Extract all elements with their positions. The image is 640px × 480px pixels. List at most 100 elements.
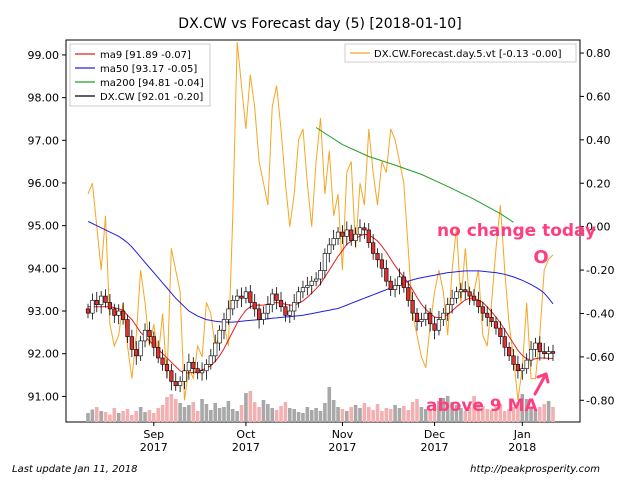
candle-body — [476, 300, 481, 308]
x-axis-year-label: 2017 — [232, 441, 260, 454]
left-axis-label: 96.00 — [28, 177, 60, 190]
candle-body — [296, 291, 301, 303]
right-axis-label: -0.80 — [586, 394, 614, 407]
candle-body — [507, 347, 512, 357]
candle-body — [318, 270, 323, 280]
candle-body — [173, 381, 178, 387]
volume-bar — [209, 410, 213, 422]
volume-bar — [248, 391, 253, 422]
volume-bar — [450, 402, 454, 422]
volume-bar — [340, 409, 345, 422]
legend-label-ma50: ma50 [93.17 -0.05] — [100, 64, 197, 75]
volume-bar — [165, 397, 169, 422]
chart-title: DX.CW vs Forecast day (5) [2018-01-10] — [178, 16, 461, 32]
x-axis-month-label: Oct — [236, 428, 256, 441]
candle-body — [371, 242, 376, 254]
x-axis-year-label: 2018 — [508, 441, 536, 454]
volume-bar — [371, 410, 375, 422]
candle-body — [520, 368, 525, 372]
volume-bar — [138, 407, 143, 422]
volume-bar — [116, 413, 121, 422]
candle-body — [142, 329, 148, 342]
series-line-ma50 — [87, 220, 554, 323]
volume-bar — [309, 410, 314, 422]
candle-body — [230, 300, 235, 310]
volume-bar — [257, 407, 261, 422]
candle-body — [305, 285, 310, 288]
x-axis-month-label: Jan — [513, 428, 531, 441]
candle-body — [524, 359, 529, 369]
volume-bar — [388, 409, 393, 422]
candle-body — [292, 302, 297, 312]
candle-body — [256, 308, 262, 320]
right-axis-label: 0.20 — [586, 177, 611, 190]
candle-body — [384, 268, 389, 282]
candle-body — [94, 300, 99, 305]
candle-body — [103, 295, 108, 303]
x-axis-month-label: Sep — [143, 428, 164, 441]
volume-bar — [375, 404, 380, 422]
candle-body — [138, 340, 143, 357]
candle-body — [309, 280, 314, 286]
volume-bar — [546, 401, 551, 422]
annotation-no-change: no change today — [437, 221, 596, 241]
candle-body — [129, 336, 134, 350]
candle-body — [208, 355, 213, 365]
volume-bar — [134, 411, 139, 422]
candle-body — [502, 336, 507, 348]
candle-body — [134, 349, 139, 357]
volume-bar — [173, 399, 178, 422]
candle-body — [515, 364, 521, 372]
candle-body — [397, 276, 402, 286]
volume-bar — [406, 410, 411, 422]
annotation-above-ma: above 9 MA — [426, 396, 539, 416]
volume-bar — [244, 393, 248, 422]
right-axis-label: -0.40 — [586, 307, 614, 320]
legend-label-forecast: DX.CW.Forecast.day.5.vt [-0.13 -0.00] — [374, 49, 562, 60]
candle-body — [235, 295, 240, 301]
left-axis-label: 99.00 — [28, 49, 60, 62]
right-axis-label: 0.80 — [586, 47, 611, 60]
candle-body — [164, 364, 170, 372]
volume-bar — [187, 405, 191, 422]
volume-bar — [252, 402, 257, 422]
candle-body — [401, 276, 406, 288]
volume-bar — [226, 401, 231, 422]
volume-bar — [305, 407, 310, 422]
candle-body — [331, 238, 336, 246]
candle-body — [287, 310, 292, 316]
volume-bar — [481, 406, 485, 422]
volume-bar — [498, 404, 503, 422]
volume-bar — [542, 404, 547, 422]
candle-body — [261, 312, 266, 320]
footer-url: http://peakprosperity.com — [470, 464, 600, 475]
candle-body — [353, 233, 358, 241]
volume-bar — [358, 408, 362, 422]
left-axis-label: 95.00 — [28, 220, 60, 233]
legend-right-box — [344, 43, 577, 63]
volume-bar — [520, 394, 525, 422]
candle-body — [423, 312, 428, 320]
candle-body — [270, 293, 275, 305]
volume-bar — [410, 402, 415, 422]
candle-body — [419, 319, 424, 322]
volume-bar — [156, 408, 160, 422]
legend-label-ma9: ma9 [91.89 -0.07] — [100, 50, 191, 61]
candle-body — [182, 370, 187, 382]
candle-body — [480, 306, 485, 314]
right-axis-label: 0.60 — [586, 90, 611, 103]
volume-bar — [292, 409, 296, 422]
volume-bar — [200, 399, 204, 422]
candle-body — [410, 300, 415, 314]
legend-left: ma9 [91.89 -0.07] ma50 [93.17 -0.05] ma2… — [69, 43, 211, 107]
volume-bar — [235, 411, 239, 422]
candle-body — [406, 287, 411, 301]
volume-bar — [397, 408, 402, 422]
candle-body — [432, 323, 437, 331]
volume-bar — [169, 394, 174, 422]
candle-body — [454, 291, 459, 299]
volume-bar — [463, 411, 468, 422]
volume-bar — [86, 413, 90, 422]
